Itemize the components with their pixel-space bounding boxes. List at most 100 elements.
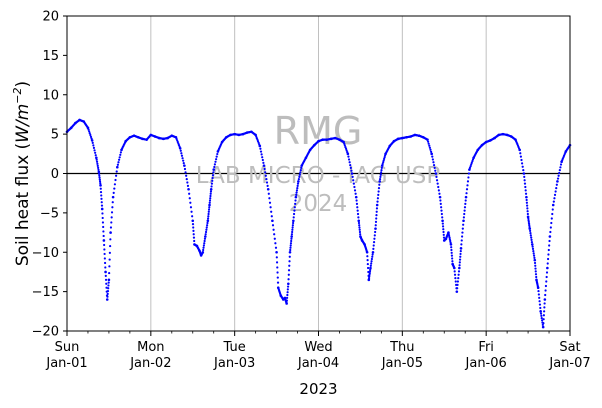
data-point-fill	[95, 160, 99, 163]
data-point-fill	[259, 147, 262, 150]
data-point-fill	[450, 246, 453, 249]
x-tick-date-label: Jan-01	[45, 356, 87, 371]
data-point	[86, 126, 90, 130]
data-point-fill	[267, 192, 270, 195]
data-point	[285, 302, 288, 305]
data-point-fill	[298, 175, 301, 178]
data-point-fill	[553, 193, 557, 196]
data-point	[109, 231, 112, 234]
data-point-fill	[286, 285, 290, 288]
data-point-fill	[357, 216, 360, 219]
data-point-fill	[437, 185, 440, 189]
data-point-fill	[272, 228, 275, 231]
data-point	[290, 235, 293, 238]
data-point-fill	[98, 178, 101, 181]
data-point-fill	[287, 273, 290, 276]
data-point-fill	[529, 232, 532, 235]
data-point-fill	[298, 173, 301, 176]
data-point-fill	[551, 212, 554, 216]
data-point-fill	[289, 242, 293, 245]
data-point-fill	[291, 230, 294, 234]
data-point-fill	[189, 201, 192, 204]
data-point-fill	[428, 144, 431, 147]
data-point-fill	[286, 293, 289, 297]
data-point-fill	[377, 187, 381, 190]
y-tick-label: 20	[42, 10, 59, 25]
data-point-fill	[555, 187, 558, 190]
data-point-fill	[100, 201, 103, 204]
data-point-fill	[553, 197, 556, 200]
data-point-fill	[209, 192, 212, 195]
data-point	[95, 156, 98, 160]
data-point-fill	[207, 208, 211, 211]
data-point-fill	[107, 287, 110, 290]
data-point	[526, 215, 530, 219]
data-point-fill	[356, 209, 359, 212]
data-point-fill	[426, 140, 430, 143]
data-point	[201, 250, 205, 254]
data-point-fill	[526, 210, 529, 213]
data-point-fill	[368, 270, 372, 273]
data-point-fill	[347, 155, 350, 158]
data-point-fill	[285, 299, 288, 302]
data-point-fill	[447, 233, 450, 236]
data-point-fill	[270, 210, 273, 213]
data-point-fill	[98, 174, 101, 177]
data-point-fill	[111, 206, 114, 209]
data-point-fill	[523, 182, 527, 185]
data-point-fill	[539, 306, 542, 310]
data-point-fill	[531, 245, 534, 248]
data-point	[365, 250, 369, 254]
data-point-fill	[94, 151, 97, 154]
data-point-fill	[347, 158, 351, 161]
data-point-fill	[202, 244, 205, 247]
data-point-fill	[180, 152, 183, 155]
data-point-fill	[263, 167, 266, 171]
data-point-fill	[289, 248, 292, 252]
data-point	[459, 247, 463, 250]
data-point	[546, 266, 549, 270]
data-point-fill	[442, 230, 445, 234]
data-point-fill	[349, 166, 352, 169]
data-point-fill	[557, 174, 560, 177]
data-point-fill	[276, 281, 280, 284]
data-point-fill	[179, 149, 182, 152]
data-point	[275, 250, 278, 254]
data-point-fill	[550, 217, 553, 220]
y-axis-label: Soil heat flux (W/m−2)	[11, 81, 33, 266]
data-point-fill	[207, 215, 210, 218]
data-point-fill	[354, 192, 357, 195]
data-point-fill	[369, 264, 372, 267]
data-point-fill	[533, 261, 537, 265]
data-point-fill	[374, 224, 377, 227]
data-point-fill	[441, 222, 444, 225]
data-point-fill	[97, 172, 101, 175]
data-point-fill	[276, 271, 279, 274]
data-point	[434, 172, 438, 175]
data-point-fill	[203, 242, 206, 245]
data-points	[65, 118, 572, 329]
data-point-fill	[440, 209, 443, 212]
data-point-fill	[458, 258, 462, 261]
data-point-fill	[456, 283, 459, 286]
data-point-fill	[104, 274, 107, 277]
data-point-fill	[103, 248, 106, 251]
data-point-fill	[210, 185, 213, 188]
data-point-fill	[202, 248, 205, 252]
data-point-fill	[300, 166, 303, 169]
x-tick-date-label: Jan-03	[213, 356, 255, 371]
y-tick-label: 10	[42, 88, 59, 103]
data-point	[209, 187, 213, 191]
data-point-fill	[559, 163, 563, 166]
y-tick-label: 15	[42, 49, 59, 64]
data-point-fill	[383, 157, 386, 160]
data-point-fill	[293, 206, 296, 209]
data-point-fill	[266, 184, 269, 187]
data-point-fill	[379, 175, 382, 178]
data-point-fill	[458, 264, 461, 267]
data-point-fill	[554, 190, 557, 193]
data-point	[288, 250, 292, 254]
data-point-fill	[533, 256, 536, 259]
data-point-fill	[377, 193, 380, 196]
